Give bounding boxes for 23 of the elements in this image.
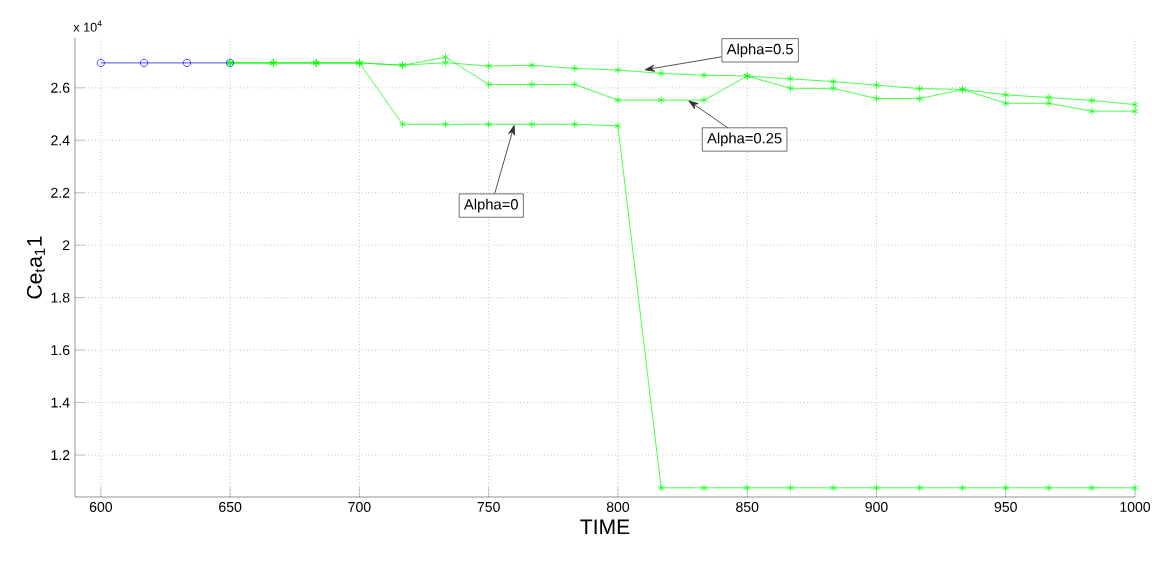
annotation: Alpha=0.25 [707,132,782,147]
x-axis-title: TIME [580,519,630,535]
y-tick-label: 1.4 [51,397,70,408]
x-tick-label: 600 [89,501,113,512]
x-tick-label: 900 [865,501,888,512]
y-tick-label: 1.8 [51,292,70,303]
y-tick-label: 2 [62,240,70,251]
x-tick-label: 650 [219,501,242,512]
y-tick-label: 1.6 [51,345,70,356]
y-axis-title: Ce$_{t}$a$_{1}$1 [26,236,45,299]
y-tick-label: 2.4 [51,135,70,146]
x-tick-label: 750 [477,501,500,512]
y-tick-label: 2.2 [51,187,70,198]
y-tick-label: 2.6 [51,82,70,93]
x-tick-label: 950 [994,501,1017,512]
annotation: Alpha=0.5 [726,43,793,58]
x-tick-label: 700 [348,501,371,512]
annotation: Alpha=0 [463,198,518,213]
x-tick-label: 800 [606,501,630,512]
x-tick-label: 850 [736,501,759,512]
text: x 10$^{4}$ [73,20,102,32]
y-tick-label: 1.2 [51,450,70,460]
x-tick-label: 1000 [1120,501,1151,512]
